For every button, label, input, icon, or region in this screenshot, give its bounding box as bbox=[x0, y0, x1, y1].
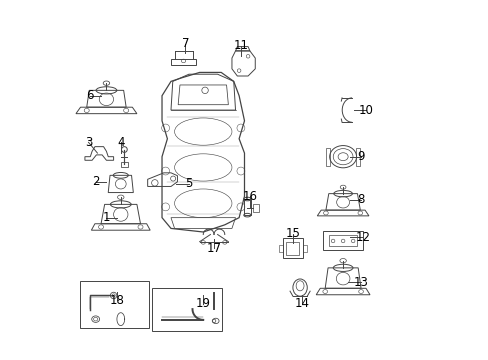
Text: 12: 12 bbox=[355, 231, 369, 244]
Text: 17: 17 bbox=[206, 242, 221, 255]
Text: 16: 16 bbox=[242, 190, 257, 203]
Text: 18: 18 bbox=[109, 294, 124, 307]
Bar bbox=[328, 235, 357, 246]
Bar bbox=[282, 238, 303, 258]
Text: 3: 3 bbox=[84, 136, 92, 149]
Bar bbox=[323, 231, 362, 250]
Text: 7: 7 bbox=[181, 37, 189, 50]
Text: 4: 4 bbox=[117, 136, 124, 149]
Bar bbox=[286, 242, 299, 255]
Text: 1: 1 bbox=[102, 211, 110, 224]
Bar bbox=[121, 162, 128, 167]
Text: 13: 13 bbox=[353, 276, 368, 289]
Text: 14: 14 bbox=[294, 297, 309, 310]
Bar bbox=[152, 288, 222, 330]
Text: 9: 9 bbox=[357, 150, 364, 163]
Text: 15: 15 bbox=[285, 227, 300, 240]
Text: 11: 11 bbox=[233, 39, 248, 52]
Text: 5: 5 bbox=[185, 177, 192, 190]
Bar bbox=[244, 199, 250, 215]
Text: 8: 8 bbox=[357, 193, 364, 206]
Bar bbox=[252, 204, 259, 212]
Text: 10: 10 bbox=[358, 104, 373, 117]
Text: 19: 19 bbox=[195, 297, 210, 310]
Text: 6: 6 bbox=[86, 89, 94, 102]
Text: 2: 2 bbox=[92, 175, 99, 188]
Bar bbox=[80, 281, 149, 328]
